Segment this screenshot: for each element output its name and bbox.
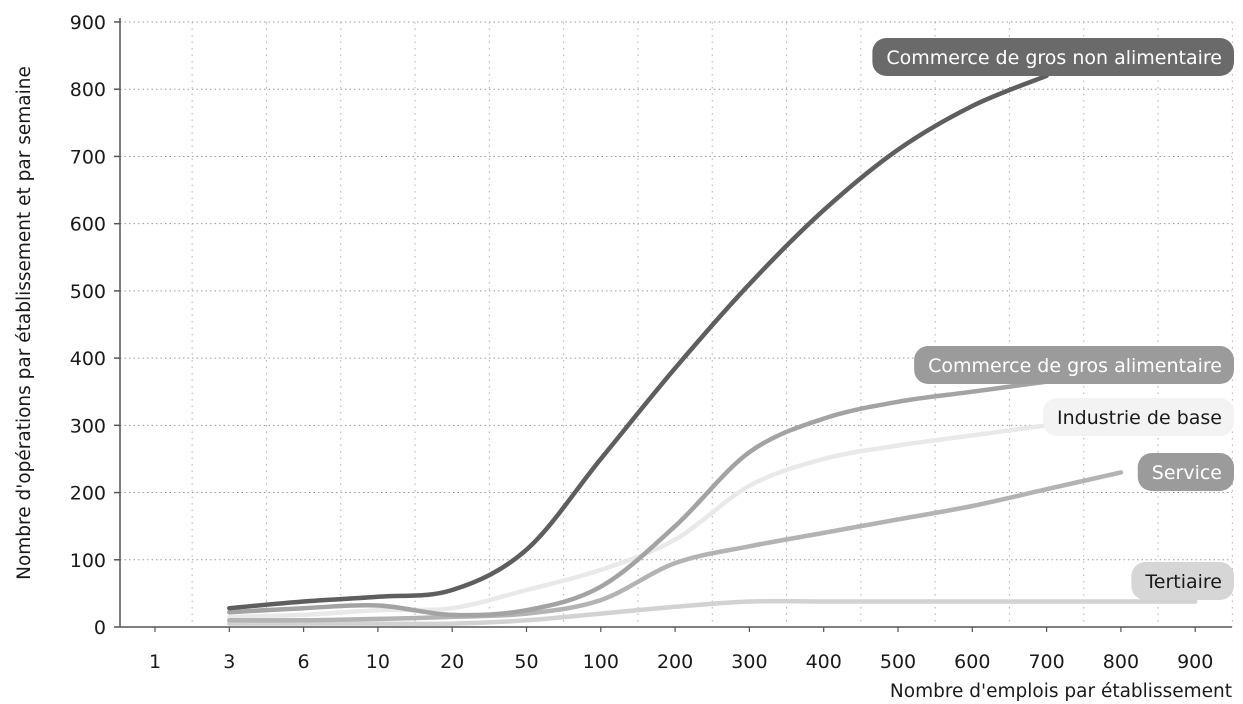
series-line-1	[227, 73, 1049, 611]
series-label-1: Commerce de gros non alimentaire	[872, 38, 1234, 76]
x-tick-label: 50	[514, 651, 538, 673]
series-label-text: Service	[1152, 462, 1222, 484]
series-lines	[227, 73, 1198, 627]
y-axis-title: Nombre d'opérations par établissement et…	[14, 66, 35, 580]
x-tick-label: 3	[223, 651, 235, 673]
x-tick-label: 600	[954, 651, 990, 673]
y-tick-label: 700	[70, 146, 106, 168]
x-tick-label: 700	[1028, 651, 1064, 673]
y-tick-label: 900	[70, 12, 106, 34]
y-tick-label: 600	[70, 214, 106, 236]
y-tick-label: 800	[70, 79, 106, 101]
series-label-box	[1043, 398, 1234, 436]
x-tick-label: 100	[583, 651, 619, 673]
series-label-box	[1137, 453, 1234, 491]
x-axis-title: Nombre d'emplois par établissement	[890, 681, 1232, 702]
series-label-5: Tertiaire	[1131, 562, 1234, 600]
y-tick-label: 100	[70, 550, 106, 572]
x-tick-label: 20	[440, 651, 464, 673]
x-tick-label: 10	[366, 651, 390, 673]
series-label-text: Tertiaire	[1144, 571, 1222, 593]
x-tick-label: 400	[806, 651, 842, 673]
y-tick-label: 300	[70, 415, 106, 437]
x-tick-label: 500	[880, 651, 916, 673]
series-label-box	[872, 38, 1234, 76]
y-tick-label: 200	[70, 483, 106, 505]
x-tick-label: 300	[731, 651, 767, 673]
x-tick-label: 1	[149, 651, 161, 673]
y-tick-label: 0	[94, 617, 106, 639]
grid	[120, 21, 1233, 627]
series-label-4: Service	[1137, 453, 1234, 491]
x-tick-label: 900	[1177, 651, 1213, 673]
x-tick-label: 6	[298, 651, 310, 673]
series-labels: Commerce de gros non alimentaire Commerce…	[872, 38, 1234, 600]
series-label-box	[914, 346, 1234, 384]
y-tick-label: 500	[70, 281, 106, 303]
series-label-3: Industrie de base	[1043, 398, 1234, 436]
series-line-4	[227, 470, 1124, 623]
y-tick-label: 400	[70, 348, 106, 370]
series-line-2	[227, 379, 1049, 618]
series-label-text: Commerce de gros non alimentaire	[886, 47, 1222, 69]
series-label-text: Industrie de base	[1057, 407, 1222, 429]
series-label-box	[1131, 562, 1234, 600]
series-label-text: Commerce de gros alimentaire	[928, 355, 1222, 377]
series-label-2: Commerce de gros alimentaire	[914, 346, 1234, 384]
x-axis-ticks: 1 3 6 10 20 50 100 200 300 400 500 600 700 800 900	[149, 627, 1213, 673]
x-tick-label: 200	[657, 651, 693, 673]
x-tick-label: 800	[1103, 651, 1139, 673]
series-line-5	[227, 598, 1198, 627]
y-axis-ticks: 0 100 200 300 400 500 600 700 800 900	[70, 12, 120, 639]
